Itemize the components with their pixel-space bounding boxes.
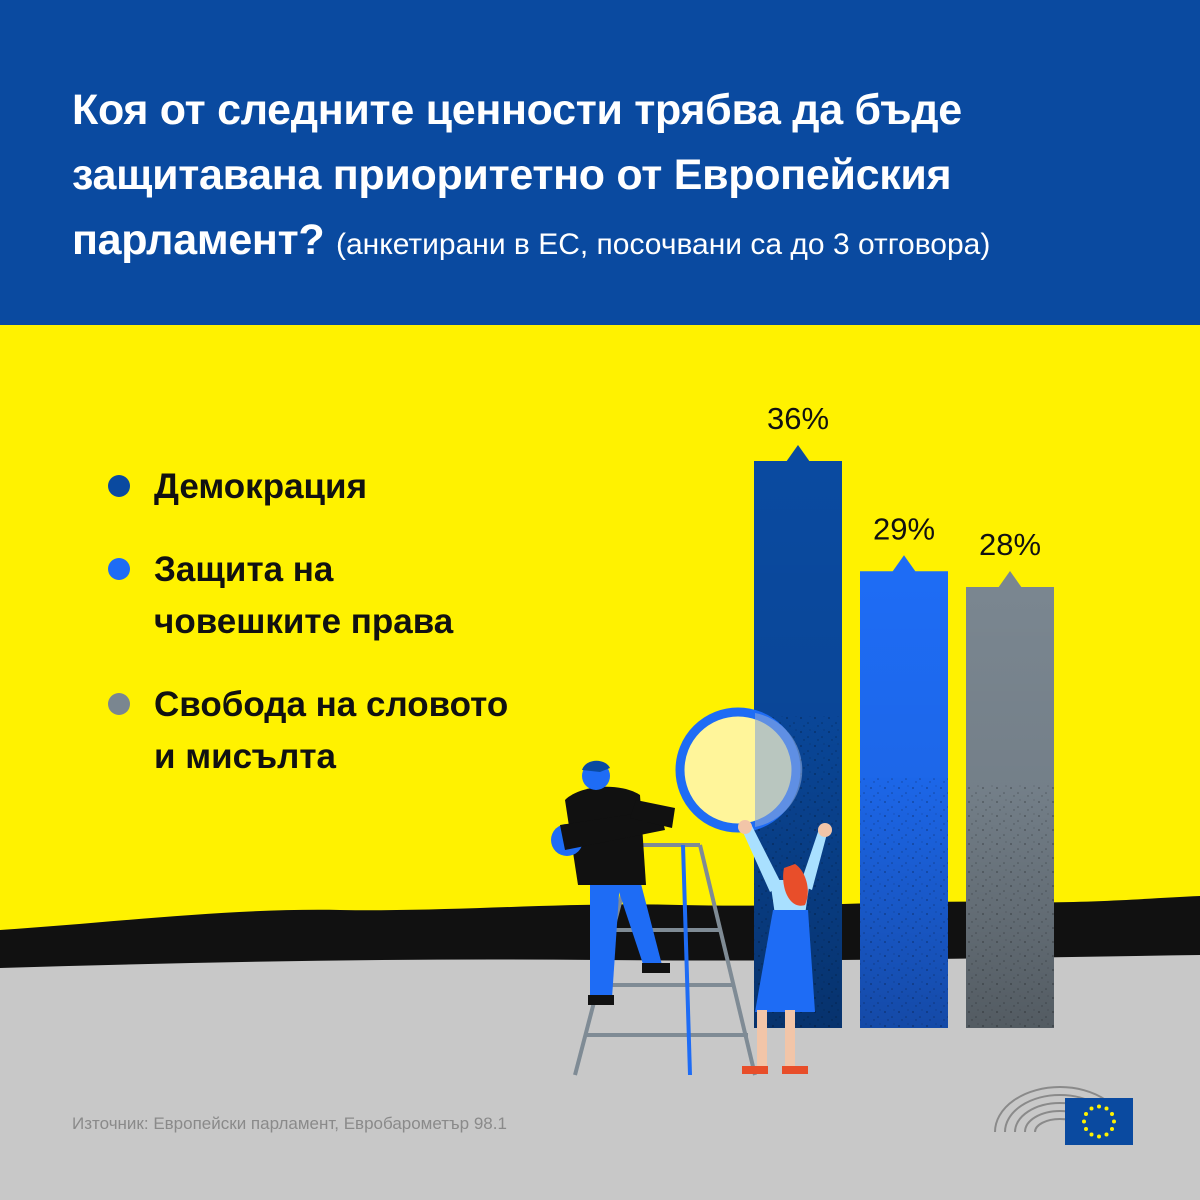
value-label-democracy: 36%: [767, 401, 829, 436]
chart-title: Коя от следните ценности трябва да бъде …: [72, 78, 1162, 277]
eu-star: [1082, 1119, 1086, 1124]
eu-star: [1089, 1132, 1094, 1137]
eu-star: [1084, 1112, 1088, 1116]
eu-star: [1112, 1119, 1116, 1124]
eu-star: [1110, 1112, 1114, 1116]
people-illustration: [551, 707, 832, 1076]
legend-dot-human-rights: [108, 558, 130, 580]
eu-star: [1104, 1106, 1109, 1111]
legend-item-democracy: Демокрация: [108, 467, 367, 513]
legend-dot-democracy: [108, 475, 130, 497]
eu-star: [1104, 1132, 1109, 1137]
bar-pointer-freedom-of-speech: [998, 571, 1022, 588]
eu-star: [1110, 1127, 1114, 1131]
bar-pointer-human-rights: [892, 555, 916, 573]
legend-item-freedom-of-speech: Свобода на словото и мисълта: [108, 685, 508, 783]
bar-pointer-democracy: [786, 445, 810, 462]
bar-texture-freedom-of-speech: [966, 785, 1054, 1028]
eu-star: [1089, 1106, 1094, 1111]
eu-star: [1097, 1134, 1101, 1139]
bar-human-rights: 29%: [860, 511, 948, 1028]
legend-item-human-rights: Защита на човешките права: [108, 550, 453, 648]
bar-texture-human-rights: [860, 776, 948, 1028]
bars-layer: 36% 29% 28%: [754, 401, 1054, 1028]
title-subtitle: (анкетирани в ЕС, посочвани са до 3 отго…: [336, 228, 991, 261]
bar-freedom-of-speech: 28%: [966, 527, 1054, 1028]
eu-star: [1097, 1104, 1101, 1109]
legend-dot-freedom-of-speech: [108, 693, 130, 715]
eu-flag-icon: [1065, 1098, 1133, 1145]
ladder-icon: [573, 843, 757, 1076]
european-parliament-logo: [994, 1086, 1133, 1145]
value-label-human-rights: 29%: [873, 511, 935, 546]
header-banner: Коя от следните ценности трябва да бъде …: [0, 0, 1200, 325]
source-note: Източник: Европейски парламент, Евробаро…: [72, 1114, 507, 1133]
title-main: Коя от следните ценности трябва да бъде …: [72, 86, 962, 264]
legend-label-human-rights: Защита на човешките права: [154, 550, 454, 641]
man-figure: [551, 760, 675, 1005]
woman-figure: [738, 820, 832, 1074]
eu-star: [1084, 1127, 1088, 1131]
magnifying-glass-icon: [675, 707, 803, 833]
legend-label-democracy: Демокрация: [154, 467, 367, 506]
legend-label-freedom-of-speech: Свобода на словото и мисълта: [154, 685, 509, 776]
value-label-freedom-of-speech: 28%: [979, 527, 1041, 562]
